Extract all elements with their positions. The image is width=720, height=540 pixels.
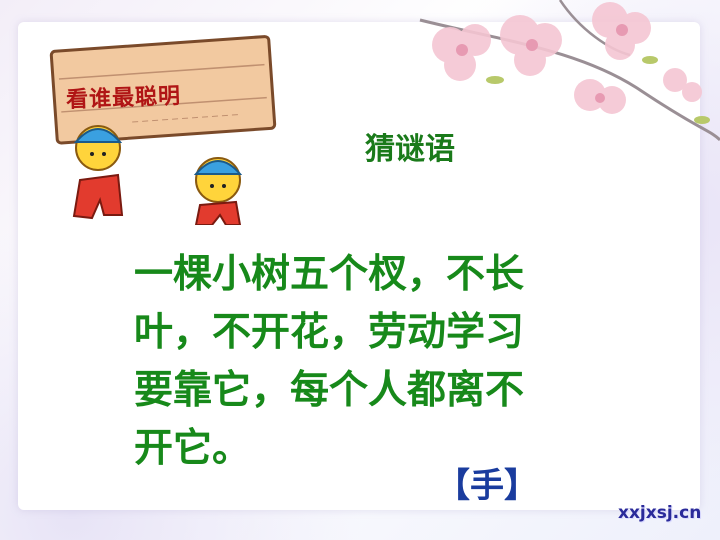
riddle-line: 开它。 <box>134 426 252 471</box>
sign-title: 看谁最聪明 <box>65 82 182 113</box>
riddle-line: 要靠它，每个人都离不 <box>134 368 525 413</box>
riddle-answer: 【手】 <box>436 466 538 506</box>
cherry-blossom-icon <box>419 0 720 142</box>
page-subtitle: 猜谜语 <box>365 132 455 167</box>
watermark-text: xxjxsj.cn <box>618 503 702 523</box>
riddle-text: 一棵小树五个杈，不长 叶，不开花，劳动学习 要靠它，每个人都离不 开它。 <box>134 246 694 478</box>
riddle-line: 一棵小树五个杈，不长 <box>134 252 525 297</box>
workers-carrying-sign-icon <box>49 35 277 225</box>
riddle-line: 叶，不开花，劳动学习 <box>134 310 525 355</box>
